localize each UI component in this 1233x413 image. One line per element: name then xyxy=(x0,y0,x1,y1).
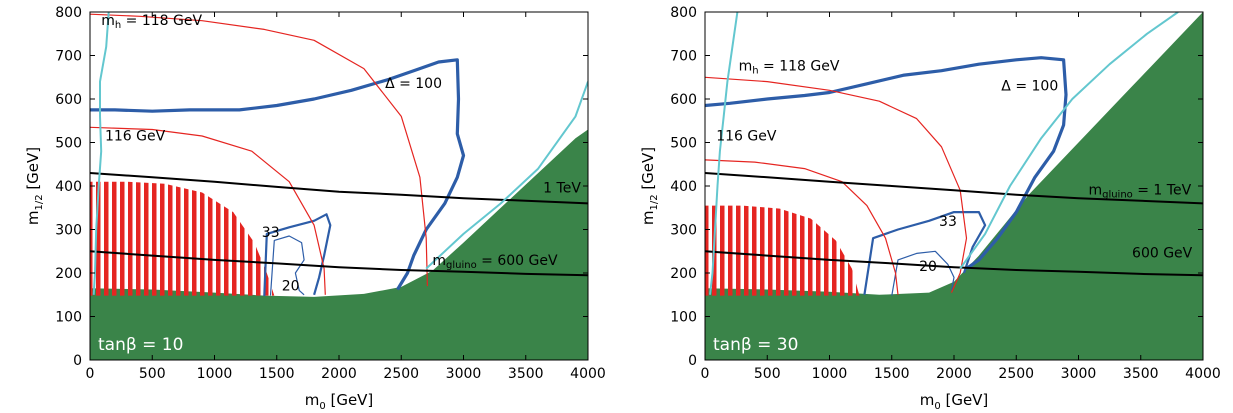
x-tick-label: 2000 xyxy=(321,366,357,382)
hatched-region xyxy=(705,205,860,296)
y-tick-label: 300 xyxy=(670,223,697,239)
x-tick-label: 1500 xyxy=(259,366,295,382)
y-tick-label: 600 xyxy=(670,92,697,108)
annotation-mh116: 116 GeV xyxy=(716,128,777,144)
series-mh116 xyxy=(705,159,899,295)
plot-area xyxy=(90,12,588,360)
x-tick-label: 2500 xyxy=(998,366,1034,382)
annotation-d33: 33 xyxy=(262,225,280,241)
annotation-d20: 20 xyxy=(919,259,937,275)
y-tick-label: 600 xyxy=(55,92,82,108)
annotation-delta100: Δ = 100 xyxy=(1001,78,1058,94)
x-tick-label: 3500 xyxy=(508,366,544,382)
series-gluino1 xyxy=(705,172,1203,205)
hatched-region xyxy=(90,181,275,296)
annotation-gl600: 600 GeV xyxy=(1132,245,1193,261)
series-gluino600 xyxy=(90,250,588,277)
x-axis-label: m0 [GeV] xyxy=(305,391,374,412)
chart-panel-1: 0 500 1000 1500 2000 2500 3000 3500 4000 0 100 200 3… xyxy=(24,5,606,412)
series-cyan xyxy=(92,12,110,295)
y-tick-label: 200 xyxy=(670,266,697,282)
y-tick-label: 100 xyxy=(670,310,697,326)
series-cyan2 xyxy=(425,81,588,270)
annotation-mh118: mh = 118 GeV xyxy=(739,59,840,77)
x-tick-label: 1000 xyxy=(812,366,848,382)
series-mh118 xyxy=(705,76,968,293)
y-tick-label: 500 xyxy=(55,136,82,152)
annotation-mh116: 116 GeV xyxy=(105,128,166,144)
y-tick-label: 800 xyxy=(670,5,697,21)
x-tick-label: 2000 xyxy=(936,366,972,382)
plot-area xyxy=(705,12,1203,360)
series-delta100 xyxy=(705,56,1068,270)
y-tick-label: 400 xyxy=(55,179,82,195)
y-axis-label: m1/2 [GeV] xyxy=(24,147,45,225)
y-tick-label: 0 xyxy=(688,353,697,369)
annotation-d33: 33 xyxy=(939,214,957,230)
x-tick-label: 500 xyxy=(139,366,166,382)
series-delta100 xyxy=(90,58,466,291)
panel-label: tanβ = 30 xyxy=(713,335,798,355)
excluded-region xyxy=(90,129,588,360)
x-tick-label: 3000 xyxy=(446,366,482,382)
x-tick-label: 0 xyxy=(701,366,710,382)
y-axis-label: m1/2 [GeV] xyxy=(639,147,660,225)
series-delta20 xyxy=(269,235,305,296)
series-gluino600 xyxy=(705,250,1203,277)
y-tick-label: 100 xyxy=(55,310,82,326)
series-cyan xyxy=(709,12,739,295)
y-tick-label: 400 xyxy=(670,179,697,195)
series-delta33 xyxy=(863,211,987,295)
x-tick-label: 3000 xyxy=(1061,366,1097,382)
annotation-d20: 20 xyxy=(282,278,300,294)
x-tick-label: 500 xyxy=(754,366,781,382)
series-delta20 xyxy=(891,250,955,296)
y-tick-label: 0 xyxy=(73,353,82,369)
series-mh116 xyxy=(90,126,326,295)
x-tick-label: 4000 xyxy=(1185,366,1221,382)
x-tick-label: 1000 xyxy=(197,366,233,382)
annotation-tev1: mgluino = 1 TeV xyxy=(1088,183,1191,201)
panel-label: tanβ = 10 xyxy=(98,335,183,355)
x-tick-label: 2500 xyxy=(383,366,419,382)
chart-panel-2: 0 500 1000 1500 2000 2500 3000 3500 4000 0 100 200 3… xyxy=(639,5,1221,412)
annotation-gl600: mgluino = 600 GeV xyxy=(432,253,558,271)
y-tick-label: 700 xyxy=(670,49,697,65)
y-tick-label: 200 xyxy=(55,266,82,282)
x-tick-label: 4000 xyxy=(570,366,606,382)
annotation-mh118: mh = 118 GeV xyxy=(101,13,202,31)
y-tick-label: 700 xyxy=(55,49,82,65)
x-tick-label: 3500 xyxy=(1123,366,1159,382)
y-tick-label: 300 xyxy=(55,223,82,239)
series-cyan2 xyxy=(959,12,1179,270)
x-tick-label: 1500 xyxy=(874,366,910,382)
excluded-region xyxy=(705,12,1203,360)
annotation-tev1: 1 TeV xyxy=(543,181,581,197)
annotation-delta100: Δ = 100 xyxy=(385,76,442,92)
series-delta33 xyxy=(263,213,332,297)
series-mh118 xyxy=(90,13,428,287)
y-tick-label: 500 xyxy=(670,136,697,152)
x-axis-label: m0 [GeV] xyxy=(920,391,989,412)
x-tick-label: 0 xyxy=(86,366,95,382)
y-tick-label: 800 xyxy=(55,5,82,21)
